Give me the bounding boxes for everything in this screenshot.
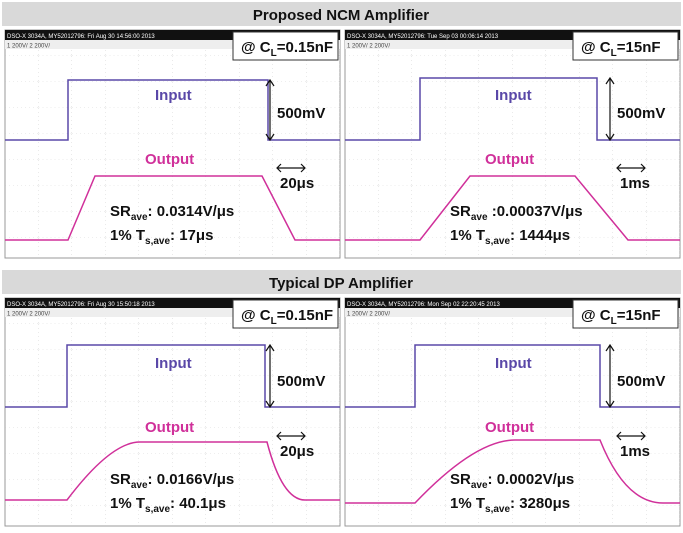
input-label: Input bbox=[495, 355, 532, 372]
slew-rate-value: : 0.0166V/μs bbox=[148, 471, 235, 488]
channels: 1 200V/ 2 200V/ bbox=[347, 44, 390, 50]
settling-time-main: 1% T bbox=[110, 495, 145, 512]
channels: 1 200V/ 2 200V/ bbox=[7, 44, 50, 50]
settling-time-sub: s,ave bbox=[485, 236, 510, 247]
amplitude: 500mV bbox=[617, 373, 665, 390]
slew-rate-main: SR bbox=[450, 203, 471, 220]
channels: 1 200V/ 2 200V/ bbox=[7, 312, 50, 318]
timestamp: DSO-X 3034A, MY52012796: Fri Aug 30 15:5… bbox=[7, 302, 155, 308]
settling-time-value: : 40.1μs bbox=[170, 495, 226, 512]
output-label: Output bbox=[485, 419, 534, 436]
scope-panel: DSO-X 3034A, MY52012796: Fri Aug 30 15:5… bbox=[5, 298, 340, 526]
condition-value: =15nF bbox=[617, 39, 661, 56]
figure: Proposed NCM Amplifier DSO-X 3034A, MY520… bbox=[0, 0, 683, 528]
settling-time-value: : 3280μs bbox=[510, 495, 570, 512]
slew-rate-main: SR bbox=[450, 471, 471, 488]
output-label: Output bbox=[485, 151, 534, 168]
amplitude: 500mV bbox=[277, 373, 325, 390]
slew-rate-sub: ave bbox=[471, 480, 488, 491]
amplitude: 500mV bbox=[617, 105, 665, 122]
timestamp: DSO-X 3034A, MY52012796: Tue Sep 03 00:0… bbox=[347, 34, 499, 40]
time-scale: 20μs bbox=[280, 443, 314, 460]
input-label: Input bbox=[155, 355, 192, 372]
channels: 1 200V/ 2 200V/ bbox=[347, 312, 390, 318]
scope-panel: DSO-X 3034A, MY52012796: Tue Sep 03 00:0… bbox=[345, 30, 680, 258]
input-label: Input bbox=[495, 87, 532, 104]
scope-panel: DSO-X 3034A, MY52012796: Mon Sep 02 22:2… bbox=[345, 298, 680, 526]
slew-rate-value: : 0.0314V/μs bbox=[148, 203, 235, 220]
time-scale: 1ms bbox=[620, 175, 650, 192]
slew-rate-sub: ave bbox=[131, 480, 148, 491]
settling-time-sub: s,ave bbox=[145, 236, 170, 247]
settling-time-value: : 17μs bbox=[170, 227, 213, 244]
slew-rate-main: SR bbox=[110, 471, 131, 488]
condition-main: @ C bbox=[581, 307, 611, 324]
condition-value: =15nF bbox=[617, 307, 661, 324]
output-label: Output bbox=[145, 419, 194, 436]
section-title: Proposed NCM Amplifier bbox=[253, 7, 429, 24]
timestamp: DSO-X 3034A, MY52012796: Mon Sep 02 22:2… bbox=[347, 302, 500, 308]
settling-time-main: 1% T bbox=[450, 227, 485, 244]
settling-time-value: : 1444μs bbox=[510, 227, 570, 244]
amplitude: 500mV bbox=[277, 105, 325, 122]
output-label: Output bbox=[145, 151, 194, 168]
slew-rate-sub: ave bbox=[131, 212, 148, 223]
settling-time-sub: s,ave bbox=[145, 504, 170, 515]
slew-rate-main: SR bbox=[110, 203, 131, 220]
condition-main: @ C bbox=[241, 307, 271, 324]
slew-rate-value: : 0.0002V/μs bbox=[488, 471, 575, 488]
settling-time-main: 1% T bbox=[110, 227, 145, 244]
settling-time-sub: s,ave bbox=[485, 504, 510, 515]
condition-value: =0.15nF bbox=[277, 39, 333, 56]
section-title: Typical DP Amplifier bbox=[269, 275, 413, 292]
time-scale: 1ms bbox=[620, 443, 650, 460]
scope-panel: DSO-X 3034A, MY52012796: Fri Aug 30 14:5… bbox=[5, 30, 340, 258]
input-label: Input bbox=[155, 87, 192, 104]
settling-time-main: 1% T bbox=[450, 495, 485, 512]
condition-main: @ C bbox=[241, 39, 271, 56]
slew-rate-value: :0.00037V/μs bbox=[488, 203, 583, 220]
slew-rate-sub: ave bbox=[471, 212, 488, 223]
condition-main: @ C bbox=[581, 39, 611, 56]
timestamp: DSO-X 3034A, MY52012796: Fri Aug 30 14:5… bbox=[7, 34, 155, 40]
time-scale: 20μs bbox=[280, 175, 314, 192]
condition-value: =0.15nF bbox=[277, 307, 333, 324]
